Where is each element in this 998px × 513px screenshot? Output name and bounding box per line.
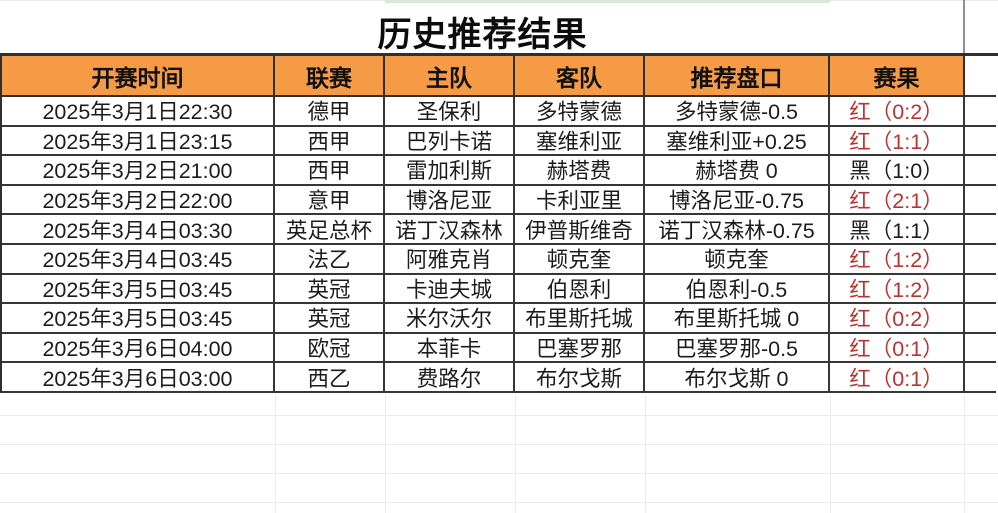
cell-handicap[interactable]: 多特蒙德-0.5 — [645, 97, 830, 127]
cell-away[interactable]: 多特蒙德 — [515, 97, 645, 127]
cell-time[interactable]: 2025年3月4日03:30 — [2, 215, 275, 245]
cell-time[interactable]: 2025年3月1日23:15 — [2, 126, 275, 157]
header-cell-handicap[interactable]: 推荐盘口 — [645, 56, 830, 97]
stub-cell[interactable] — [965, 304, 996, 334]
cell-league[interactable]: 西甲 — [275, 156, 385, 186]
cell-time[interactable]: 2025年3月2日21:00 — [2, 156, 275, 186]
stub-cell[interactable] — [965, 274, 996, 305]
cell-home[interactable]: 本菲卡 — [385, 333, 515, 364]
cell-time[interactable]: 2025年3月4日03:45 — [2, 244, 275, 275]
cell-time[interactable]: 2025年3月2日22:00 — [2, 185, 275, 216]
cell-result[interactable]: 红（2:1） — [830, 185, 965, 216]
cell-result[interactable]: 红（1:1） — [830, 126, 965, 157]
cell-time[interactable]: 2025年3月6日03:00 — [2, 363, 275, 393]
header-cell-home[interactable]: 主队 — [385, 56, 515, 97]
header-cell-league[interactable]: 联赛 — [275, 56, 385, 97]
stub-cell[interactable] — [965, 333, 996, 364]
cell-result[interactable]: 红（0:2） — [830, 304, 965, 334]
cell-league[interactable]: 西乙 — [275, 363, 385, 393]
cell-home[interactable]: 巴列卡诺 — [385, 126, 515, 157]
cell-away[interactable]: 布里斯托城 — [515, 304, 645, 334]
header-cell-result[interactable]: 赛果 — [830, 56, 965, 97]
cell-league[interactable]: 法乙 — [275, 244, 385, 275]
cell-handicap[interactable]: 诺丁汉森林-0.75 — [645, 215, 830, 245]
cell-home[interactable]: 博洛尼亚 — [385, 185, 515, 216]
cell-away[interactable]: 伯恩利 — [515, 274, 645, 305]
cell-home[interactable]: 诺丁汉森林 — [385, 215, 515, 245]
cell-league[interactable]: 英冠 — [275, 274, 385, 305]
cell-handicap[interactable]: 巴塞罗那-0.5 — [645, 333, 830, 364]
cell-home[interactable]: 雷加利斯 — [385, 156, 515, 186]
cell-result[interactable]: 黑（1:0） — [830, 156, 965, 186]
stub-cell[interactable] — [965, 363, 996, 393]
cell-away[interactable]: 伊普斯维奇 — [515, 215, 645, 245]
cell-away[interactable]: 顿克奎 — [515, 244, 645, 275]
cell-result[interactable]: 红（0:2） — [830, 97, 965, 127]
stub-cell[interactable] — [965, 156, 996, 186]
stub-cell[interactable] — [965, 215, 996, 245]
cell-home[interactable]: 卡迪夫城 — [385, 274, 515, 305]
cell-time[interactable]: 2025年3月1日22:30 — [2, 97, 275, 127]
cell-home[interactable]: 阿雅克肖 — [385, 244, 515, 275]
cell-home[interactable]: 圣保利 — [385, 97, 515, 127]
cell-away[interactable]: 塞维利亚 — [515, 126, 645, 157]
stub-cell[interactable] — [965, 126, 996, 157]
cell-result[interactable]: 红（1:2） — [830, 274, 965, 305]
header-stub-cell[interactable] — [965, 56, 996, 97]
cell-handicap[interactable]: 顿克奎 — [645, 244, 830, 275]
cell-home[interactable]: 米尔沃尔 — [385, 304, 515, 334]
cell-league[interactable]: 西甲 — [275, 126, 385, 157]
cell-time[interactable]: 2025年3月5日03:45 — [2, 274, 275, 305]
cell-result[interactable]: 红（0:1） — [830, 363, 965, 393]
cell-time[interactable]: 2025年3月6日04:00 — [2, 333, 275, 364]
page-title: 历史推荐结果 — [377, 16, 588, 54]
cell-away[interactable]: 赫塔费 — [515, 156, 645, 186]
cell-result[interactable]: 黑（1:1） — [830, 215, 965, 245]
cell-handicap[interactable]: 伯恩利-0.5 — [645, 274, 830, 305]
cell-league[interactable]: 英足总杯 — [275, 215, 385, 245]
header-cell-time[interactable]: 开赛时间 — [2, 56, 275, 97]
stub-cell[interactable] — [965, 97, 996, 127]
top-selection-artifact — [385, 0, 830, 3]
cell-time[interactable]: 2025年3月5日03:45 — [2, 304, 275, 334]
cell-league[interactable]: 英冠 — [275, 304, 385, 334]
cell-result[interactable]: 红（0:1） — [830, 333, 965, 364]
cell-handicap[interactable]: 布尔戈斯 0 — [645, 363, 830, 393]
cell-home[interactable]: 费路尔 — [385, 363, 515, 393]
cell-away[interactable]: 巴塞罗那 — [515, 333, 645, 364]
cell-handicap[interactable]: 布里斯托城 0 — [645, 304, 830, 334]
cell-away[interactable]: 卡利亚里 — [515, 185, 645, 216]
cell-league[interactable]: 德甲 — [275, 97, 385, 127]
cell-handicap[interactable]: 赫塔费 0 — [645, 156, 830, 186]
empty-spreadsheet-rows[interactable] — [0, 395, 998, 513]
stub-cell[interactable] — [965, 244, 996, 275]
cell-result[interactable]: 红（1:2） — [830, 244, 965, 275]
stub-cell[interactable] — [965, 185, 996, 216]
cell-away[interactable]: 布尔戈斯 — [515, 363, 645, 393]
cell-league[interactable]: 意甲 — [275, 185, 385, 216]
cell-handicap[interactable]: 塞维利亚+0.25 — [645, 126, 830, 157]
results-table: 开赛时间 联赛 主队 客队 推荐盘口 赛果 2025年3月1日22:30 德甲 … — [0, 53, 998, 393]
stub-column-line — [963, 0, 965, 56]
cell-handicap[interactable]: 博洛尼亚-0.75 — [645, 185, 830, 216]
header-cell-away[interactable]: 客队 — [515, 56, 645, 97]
cell-league[interactable]: 欧冠 — [275, 333, 385, 364]
